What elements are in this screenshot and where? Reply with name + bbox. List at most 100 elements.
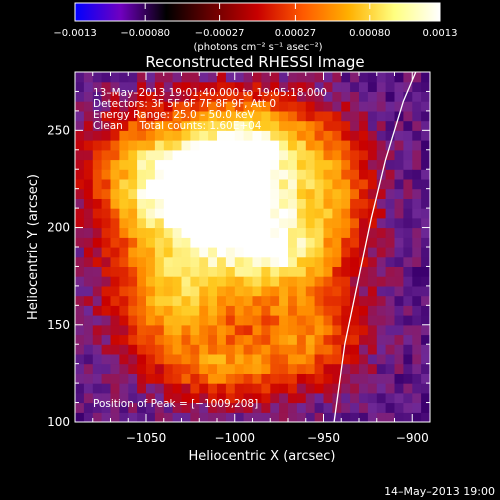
heatmap-cell <box>83 305 94 316</box>
heatmap-cell <box>367 285 378 297</box>
heatmap-cell <box>270 169 280 180</box>
heatmap-cell <box>75 81 85 92</box>
heatmap-cell <box>243 412 254 422</box>
heatmap-cell <box>217 247 227 258</box>
heatmap-cell <box>199 305 209 316</box>
heatmap-cell <box>314 198 325 209</box>
heatmap-cell <box>359 383 369 394</box>
heatmap-cell <box>234 392 245 404</box>
heatmap-cell <box>367 237 378 248</box>
heatmap-cell <box>199 334 209 345</box>
heatmap-cell <box>190 178 200 190</box>
heatmap-cell <box>110 315 120 326</box>
heatmap-cell <box>421 149 430 161</box>
heatmap-cell <box>146 256 156 267</box>
heatmap-cell <box>243 140 254 151</box>
heatmap-cell <box>296 392 307 404</box>
heatmap-cell <box>75 402 85 413</box>
heatmap-cell <box>137 276 147 287</box>
heatmap-cell <box>154 392 165 404</box>
heatmap-cell <box>128 266 138 277</box>
heatmap-cell <box>181 188 191 199</box>
heatmap-cell <box>350 373 360 384</box>
heatmap-cell <box>146 227 156 238</box>
heatmap-cell <box>243 208 254 219</box>
heatmap-cell <box>83 120 94 131</box>
heatmap-cell <box>163 159 174 170</box>
heatmap-cell <box>412 140 422 151</box>
heatmap-cell <box>296 315 307 326</box>
heatmap-cell <box>394 392 404 404</box>
heatmap-cell <box>172 130 183 141</box>
heatmap-cell <box>261 276 271 287</box>
heatmap-cell <box>394 295 404 306</box>
heatmap-cell <box>75 149 85 161</box>
heatmap-cell <box>199 81 209 92</box>
heatmap-cell <box>341 198 351 209</box>
heatmap-cell <box>83 91 94 102</box>
colorbar-ticks: −0.0013 −0.00080 −0.00027 0.00027 0.00080 0.0… <box>53 3 458 39</box>
heatmap-cell <box>359 373 369 384</box>
heatmap-cell <box>199 256 209 267</box>
heatmap-cell <box>252 227 262 238</box>
heatmap-cell <box>385 208 396 219</box>
heatmap-cell <box>367 324 378 336</box>
heatmap-cell <box>181 334 191 345</box>
heatmap-cell <box>261 353 271 365</box>
heatmap-cell <box>225 140 236 151</box>
heatmap-cell <box>190 91 200 102</box>
heatmap-cell <box>234 149 245 161</box>
heatmap-cell <box>75 72 85 83</box>
heatmap-cell <box>359 169 369 180</box>
heatmap-cell <box>252 198 262 209</box>
heatmap-cell <box>128 149 138 161</box>
heatmap-cell <box>394 178 404 190</box>
heatmap-cell <box>403 373 413 384</box>
heatmap-cell <box>376 208 387 219</box>
heatmap-cell <box>403 178 413 190</box>
heatmap-cell <box>208 285 218 297</box>
heatmap-cell <box>323 353 333 365</box>
heatmap-cell <box>92 285 103 297</box>
heatmap-cell <box>359 198 369 209</box>
heatmap-cell <box>412 81 422 92</box>
heatmap-cell <box>75 315 85 326</box>
heatmap-cell <box>163 363 174 374</box>
heatmap-cell <box>350 178 360 190</box>
heatmap-cell <box>181 130 191 141</box>
heatmap-cell <box>314 237 325 248</box>
heatmap-cell <box>154 363 165 374</box>
chart-title: Reconstructed RHESSI Image <box>145 53 364 71</box>
heatmap-cell <box>261 412 271 422</box>
heatmap-cell <box>75 217 85 229</box>
heatmap-cell <box>75 208 85 219</box>
heatmap-cell <box>314 383 325 394</box>
heatmap-cell <box>119 120 129 131</box>
heatmap-cell <box>163 324 174 336</box>
heatmap-cell <box>305 324 316 336</box>
heatmap-cell <box>101 256 112 267</box>
heatmap-cell <box>412 178 422 190</box>
heatmap-cell <box>376 373 387 384</box>
heatmap-cell <box>305 402 316 413</box>
heatmap-cell <box>110 72 120 83</box>
heatmap-cell <box>252 353 262 365</box>
heatmap-cell <box>92 208 103 219</box>
heatmap-cell <box>92 276 103 287</box>
heatmap-cell <box>190 276 200 287</box>
heatmap-cell <box>199 373 209 384</box>
heatmap-cell <box>208 353 218 365</box>
heatmap-cell <box>341 149 351 161</box>
heatmap-cell <box>296 208 307 219</box>
heatmap-cell <box>279 169 289 180</box>
heatmap-cell <box>376 101 387 112</box>
heatmap-cell <box>190 81 200 92</box>
heatmap-cell <box>305 334 316 345</box>
heatmap-cell <box>190 149 200 161</box>
heatmap-cell <box>385 285 396 297</box>
heatmap-cell <box>83 227 94 238</box>
heatmap-cell <box>421 256 430 267</box>
heatmap-cell <box>412 344 422 355</box>
heatmap-cell <box>154 91 165 102</box>
